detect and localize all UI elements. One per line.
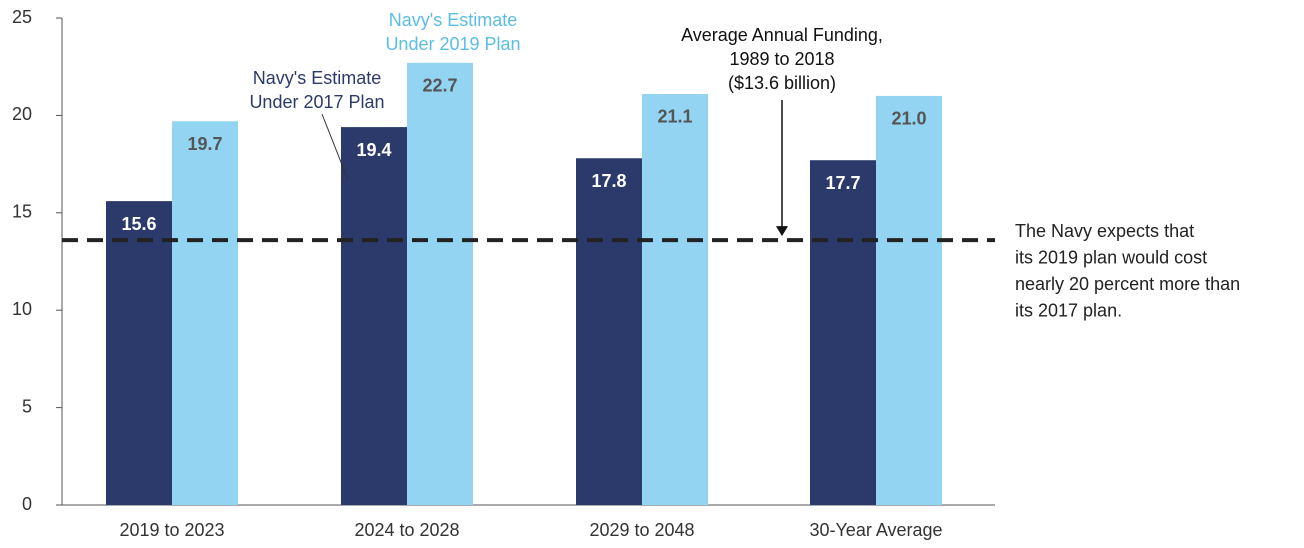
- bar: [341, 127, 407, 505]
- arrow-head: [776, 226, 788, 237]
- note: its 2019 plan would cost: [1015, 247, 1207, 267]
- y-tick-label: 10: [12, 299, 32, 319]
- bar: [642, 93, 708, 506]
- y-tick-label: 5: [22, 396, 32, 416]
- bar: [407, 62, 473, 505]
- value-label: 21.1: [657, 107, 692, 127]
- value-label: 22.7: [422, 76, 457, 96]
- y-tick-label: 0: [22, 494, 32, 514]
- note: its 2017 plan.: [1015, 300, 1122, 320]
- reference-label: Average Annual Funding,: [681, 25, 883, 45]
- y-tick-label: 20: [12, 104, 32, 124]
- series-label: Navy's Estimate Under 2019 Plan: [385, 10, 521, 54]
- x-tick-label: 2019 to 2023: [119, 520, 224, 540]
- series-label: Navy's Estimate Under 2017 Plan: [249, 68, 385, 112]
- value-label: 17.8: [591, 171, 626, 191]
- x-tick-label: 30-Year Average: [809, 520, 942, 540]
- reference-label: ($13.6 billion): [728, 73, 836, 93]
- value-label: 19.7: [187, 134, 222, 154]
- x-tick-label: 2024 to 2028: [354, 520, 459, 540]
- note: The Navy expects that: [1015, 221, 1194, 241]
- note: nearly 20 percent more than: [1015, 274, 1240, 294]
- bar: [172, 121, 238, 505]
- x-tick-label: 2029 to 2048: [589, 520, 694, 540]
- y-tick-label: 25: [12, 7, 32, 27]
- value-label: 21.0: [891, 109, 926, 129]
- value-label: 15.6: [121, 214, 156, 234]
- value-label: 17.7: [825, 173, 860, 193]
- reference-label: 1989 to 2018: [729, 49, 834, 69]
- bar: [810, 160, 876, 506]
- y-tick-label: 15: [12, 202, 32, 222]
- bar: [106, 201, 172, 505]
- value-label: 19.4: [356, 140, 391, 160]
- bar: [576, 158, 642, 506]
- bar: [876, 95, 942, 506]
- leader-line: [321, 113, 349, 181]
